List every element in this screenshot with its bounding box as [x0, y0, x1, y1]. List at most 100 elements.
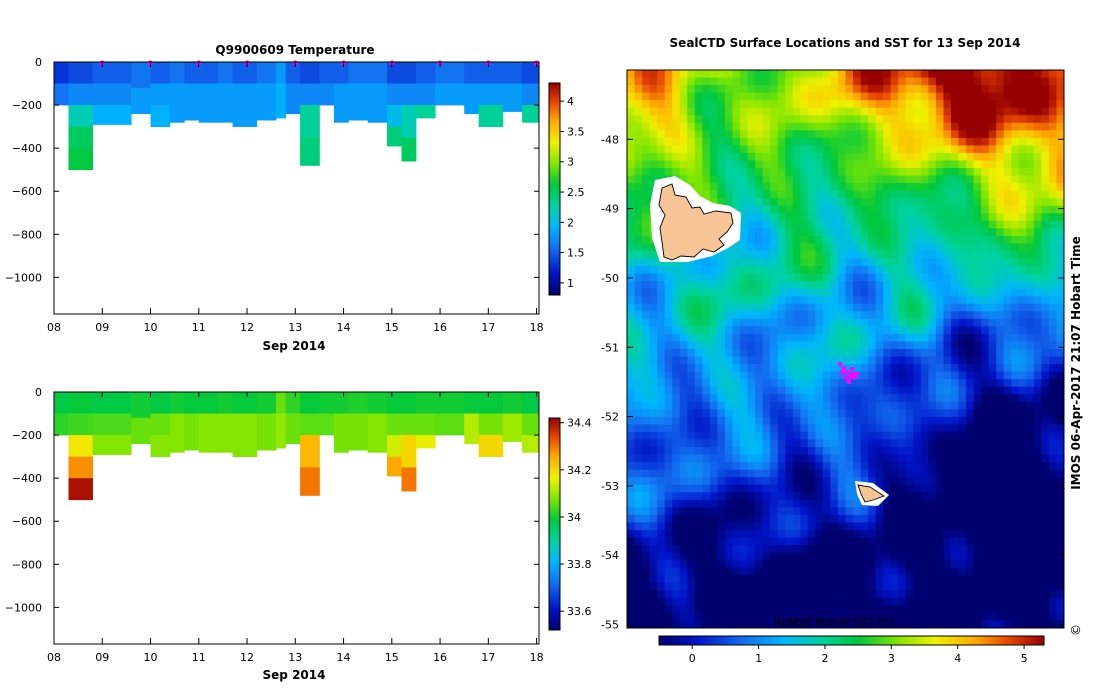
sst-cell	[928, 454, 937, 463]
sst-cell	[943, 552, 952, 561]
sst-cell	[868, 431, 877, 440]
sst-cell	[996, 281, 1005, 290]
sst-cell	[898, 258, 907, 267]
sst-cell	[627, 326, 636, 335]
sst-cell	[822, 394, 831, 403]
sst-cell	[815, 349, 824, 358]
sst-cell	[883, 281, 892, 290]
sst-cell	[928, 416, 937, 425]
sst-cell	[664, 499, 673, 508]
sst-cell	[777, 333, 786, 342]
sst-cell	[1048, 454, 1057, 463]
sst-cell	[996, 273, 1005, 282]
sst-cell	[1048, 273, 1057, 282]
sst-cell	[672, 529, 681, 539]
sst-cell	[755, 529, 764, 539]
sst-cell	[694, 137, 703, 146]
sst-cell	[634, 620, 643, 629]
sst-cell	[770, 379, 779, 388]
sst-cell	[762, 258, 771, 267]
sst-cell	[981, 597, 990, 606]
sst-cell	[732, 529, 741, 539]
sst-cell	[958, 175, 967, 184]
sst-cell	[1026, 552, 1035, 561]
sst-cell	[958, 364, 967, 373]
x-tick-label: 08	[47, 321, 61, 334]
sst-cell	[732, 447, 741, 456]
sst-cell	[627, 122, 636, 131]
sst-cell	[740, 160, 749, 169]
sst-cell	[822, 303, 831, 312]
sst-cell	[627, 477, 636, 486]
sst-cell	[785, 175, 794, 184]
sst-cell	[1048, 447, 1057, 456]
profile-cell	[256, 413, 277, 451]
sst-cell	[966, 281, 975, 290]
sst-cell	[853, 137, 862, 146]
sst-cell	[868, 198, 877, 207]
sst-cell	[747, 100, 756, 109]
sst-cell	[845, 213, 854, 222]
sst-cell	[657, 484, 666, 493]
sst-cell	[657, 605, 666, 614]
sst-cell	[634, 424, 643, 433]
sst-cell	[845, 326, 854, 335]
sst-cell	[657, 85, 666, 94]
sst-cell	[898, 484, 907, 493]
sst-cell	[777, 100, 786, 109]
profile-cell	[68, 105, 93, 127]
sst-cell	[792, 529, 801, 539]
sst-cell	[920, 575, 929, 584]
sst-cell	[657, 92, 666, 101]
sst-cell	[649, 371, 658, 380]
sst-cell	[777, 213, 786, 222]
sst-cell	[724, 582, 733, 591]
sst-cell	[905, 266, 914, 275]
sst-cell	[679, 620, 688, 629]
sst-cell	[777, 409, 786, 418]
sst-cell	[717, 341, 726, 350]
sst-cell	[649, 266, 658, 275]
profile-cell	[150, 413, 171, 436]
sst-cell	[913, 311, 922, 320]
sst-cell	[755, 303, 764, 312]
sst-cell	[950, 484, 960, 493]
sst-cell	[747, 175, 756, 184]
temperature-plot-frame	[53, 61, 540, 315]
sst-cell	[634, 115, 643, 124]
sst-cell	[830, 597, 839, 606]
sst-cell	[762, 311, 771, 320]
sst-cell	[657, 394, 666, 403]
sst-cell	[755, 416, 764, 425]
sst-cell	[898, 371, 907, 380]
profile-cell	[387, 392, 402, 414]
sst-cell	[913, 394, 922, 403]
sst-cell	[1003, 454, 1012, 463]
sst-cell	[890, 281, 899, 290]
sst-cell	[649, 582, 658, 591]
sst-cell	[815, 582, 824, 591]
sst-cell	[649, 250, 658, 260]
sst-cell	[732, 477, 741, 486]
sst-cell	[1026, 477, 1035, 486]
sst-cell	[943, 477, 952, 486]
sst-cell	[981, 92, 990, 101]
sst-cell	[950, 537, 960, 546]
sst-cell	[1048, 552, 1057, 561]
sst-cell	[642, 243, 651, 252]
sst-cell	[860, 220, 869, 229]
sst-cell	[770, 424, 779, 433]
profile-cell	[387, 83, 402, 106]
sst-cell	[1026, 281, 1035, 290]
sst-cell	[1041, 379, 1050, 388]
sst-cell	[694, 326, 703, 335]
sst-cell	[747, 107, 756, 116]
sst-cell	[770, 130, 779, 139]
sst-cell	[958, 356, 967, 365]
sst-cell	[928, 514, 937, 523]
sst-cell	[642, 107, 651, 116]
sst-cell	[762, 92, 771, 101]
sst-cell	[679, 575, 688, 584]
profile-cell	[285, 83, 301, 115]
sst-cell	[898, 235, 907, 244]
